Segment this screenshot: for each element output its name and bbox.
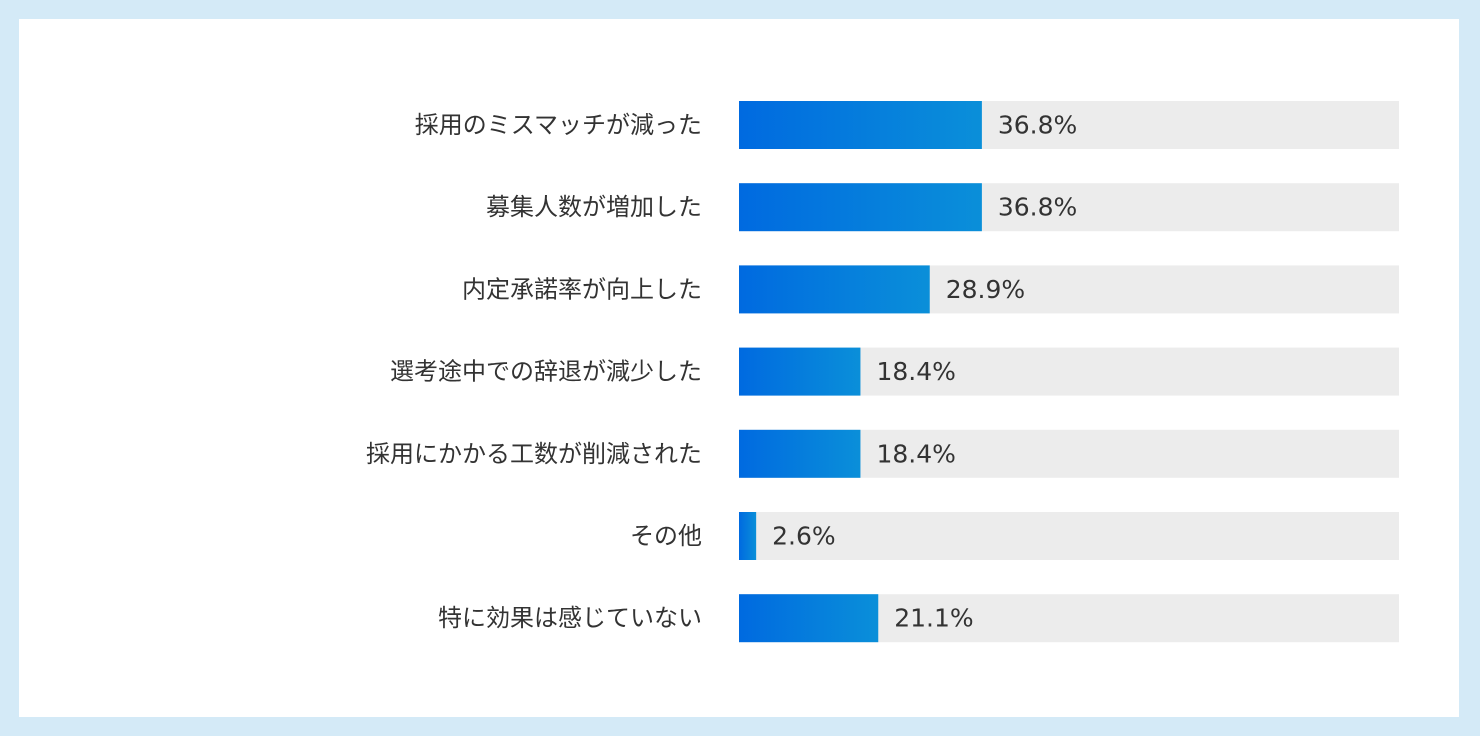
value-label: 28.9% xyxy=(946,275,1025,304)
category-label: その他 xyxy=(630,522,702,550)
chart-panel: 採用のミスマッチが減った 36.8% 募集人数が増加した 36.8% 内定承諾率が向上し… xyxy=(19,19,1459,717)
category-label: 募集人数が増加した xyxy=(486,193,702,221)
category-label: 選考途中での辞退が減少した xyxy=(390,358,702,386)
bar-chart: 採用のミスマッチが減った 36.8% 募集人数が増加した 36.8% 内定承諾率が向上し… xyxy=(366,101,1399,643)
bar xyxy=(739,429,861,478)
value-label: 18.4% xyxy=(876,439,955,468)
value-label: 18.4% xyxy=(876,357,955,386)
category-label: 内定承諾率が向上した xyxy=(462,275,702,303)
bar xyxy=(739,347,861,396)
bar-rows: 採用のミスマッチが減った 36.8% 募集人数が増加した 36.8% 内定承諾率が向上し… xyxy=(366,101,1399,643)
bar xyxy=(739,594,879,643)
category-label: 採用のミスマッチが減った xyxy=(415,111,702,139)
bar xyxy=(739,512,757,560)
bar xyxy=(739,101,982,149)
value-label: 2.6% xyxy=(772,522,836,551)
value-label: 36.8% xyxy=(998,111,1077,140)
bar xyxy=(739,265,930,314)
category-label: 採用にかかる工数が削減された xyxy=(366,440,702,468)
bar-track xyxy=(739,512,1399,560)
category-label: 特に効果は感じていない xyxy=(438,604,702,632)
bar xyxy=(739,183,982,232)
value-label: 21.1% xyxy=(894,604,973,633)
value-label: 36.8% xyxy=(998,193,1077,222)
